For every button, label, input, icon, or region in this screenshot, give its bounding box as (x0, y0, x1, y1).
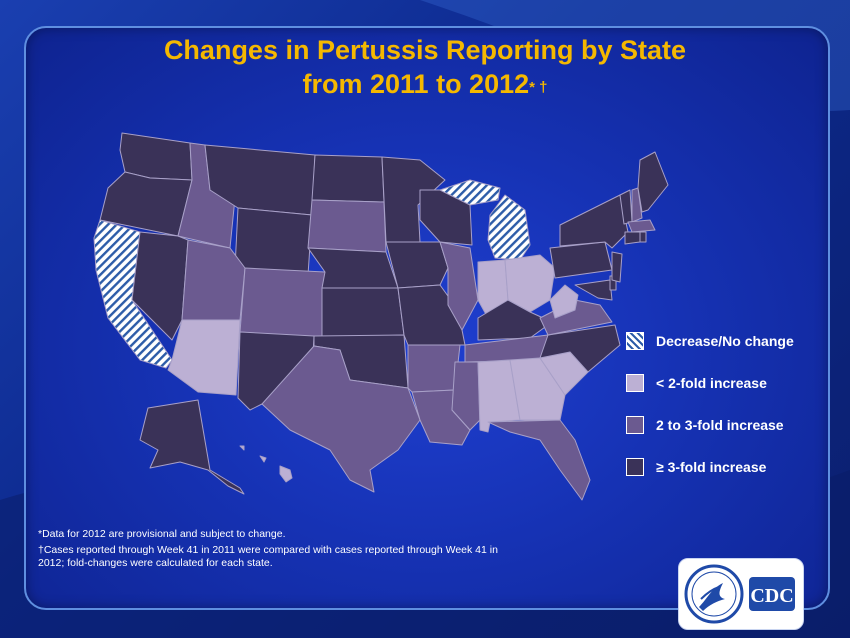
legend-item-ge3: ≥ 3-fold increase (626, 457, 766, 477)
state-sd (307, 199, 387, 253)
state-az (167, 319, 241, 396)
state-tx (261, 345, 421, 493)
legend-item-decrease: Decrease/No change (626, 331, 794, 351)
legend-swatch-ge3 (626, 458, 644, 476)
legend-swatch-lt2 (626, 374, 644, 392)
state-il (439, 241, 479, 331)
state-nc (539, 324, 621, 373)
state-nj (611, 251, 623, 283)
legend-label-ge3: ≥ 3-fold increase (656, 459, 767, 475)
footnote-week41-line2: 2012; fold-changes were calculated for e… (38, 557, 273, 569)
state-nd (311, 154, 385, 203)
chart-title-line2: from 2011 to 2012* † (0, 67, 850, 101)
state-ny (559, 194, 629, 249)
state-fl (487, 419, 591, 501)
state-me (637, 151, 669, 213)
legend-label-decrease: Decrease/No change (656, 333, 794, 349)
state-ri (639, 231, 647, 243)
legend-swatch-decrease (626, 332, 644, 350)
hhs-eagle-icon: CDC (684, 564, 795, 624)
chart-title-years: from 2011 to 2012 (302, 69, 530, 99)
state-hi (239, 445, 293, 483)
state-ga (509, 357, 566, 421)
state-md (574, 279, 613, 301)
state-nh (631, 187, 643, 223)
state-ia (385, 241, 449, 289)
legend-swatch-2to3 (626, 416, 644, 434)
state-mi_lp (487, 194, 531, 261)
cdc-logo: CDC (678, 558, 804, 630)
state-wy (234, 207, 313, 276)
state-ar (407, 344, 461, 393)
title-footnote-marks: * † (529, 79, 548, 96)
legend-label-lt2: < 2-fold increase (656, 375, 767, 391)
legend-item-lt2: < 2-fold increase (626, 373, 767, 393)
legend-item-2to3: 2 to 3-fold increase (626, 415, 784, 435)
state-ma (627, 219, 656, 233)
footnote-provisional: *Data for 2012 are provisional and subje… (38, 528, 286, 540)
state-mi_up (439, 179, 501, 206)
chart-title-line1: Changes in Pertussis Reporting by State (163, 35, 687, 65)
state-wv (549, 284, 579, 319)
state-ct (624, 231, 641, 245)
footnote-week41-line1: †Cases reported through Week 41 in 2011 … (38, 544, 498, 556)
cdc-logo-text: CDC (750, 585, 793, 607)
legend-label-2to3: 2 to 3-fold increase (656, 417, 784, 433)
state-pa (549, 241, 613, 279)
state-co (239, 267, 326, 339)
state-ak (139, 399, 245, 495)
state-ks (321, 287, 405, 339)
